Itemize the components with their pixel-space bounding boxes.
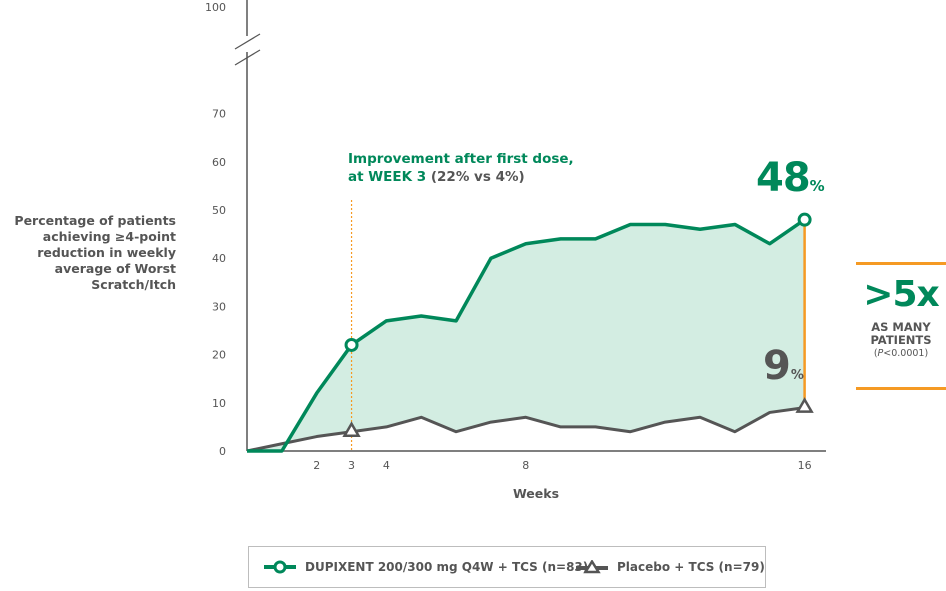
annotation-values: (22% vs 4%)	[430, 169, 525, 185]
axis-break-mark-1	[234, 33, 261, 50]
annotation-line2: at WEEK 3 (22% vs 4%)	[348, 168, 598, 186]
placebo-end-label: 9%	[763, 343, 804, 389]
annotation-week3: at WEEK 3	[348, 169, 427, 185]
placebo-triangle-marker	[342, 421, 361, 437]
y-tick-label: 10	[212, 397, 226, 410]
y-tick-label: 30	[212, 300, 226, 313]
dupixent-end-label: 48%	[756, 155, 825, 201]
dupixent-end-percent: %	[809, 177, 825, 195]
x-tick-label: 8	[522, 459, 529, 472]
placebo-triangle-marker	[795, 397, 814, 413]
dupixent-end-value: 48	[756, 155, 811, 201]
y-tick-label: 60	[212, 156, 226, 169]
y-axis-title: Percentage of patients achieving ≥4-poin…	[14, 213, 176, 292]
legend-item-placebo: Placebo + TCS (n=79)	[575, 547, 765, 587]
annotation-line1: Improvement after first dose,	[348, 151, 574, 167]
callout-patients: PATIENTS	[870, 333, 932, 347]
p-rest: <0.0001)	[883, 348, 929, 359]
x-tick-label: 4	[383, 459, 390, 472]
y-tick-label: 70	[212, 108, 226, 121]
callout-p-value: (P<0.0001)	[856, 348, 946, 359]
axis-break-mark-2	[234, 49, 261, 66]
x-tick-label: 2	[313, 459, 320, 472]
legend-circle-marker-icon	[264, 560, 296, 574]
y-tick-label: 0	[219, 445, 226, 458]
p-italic: P	[877, 348, 884, 359]
series-line-dupixent	[247, 218, 806, 453]
y-tick-label: 50	[212, 204, 226, 217]
y-tick-label: 20	[212, 349, 226, 362]
legend-triangle-marker-icon	[576, 560, 608, 574]
multiplier-callout: >5x AS MANY PATIENTS (P<0.0001)	[856, 262, 946, 390]
week3-annotation: Improvement after first dose, at WEEK 3 …	[348, 150, 598, 186]
legend: DUPIXENT 200/300 mg Q4W + TCS (n=83) Pla…	[248, 546, 766, 588]
p-open: (	[873, 348, 878, 359]
x-tick-label: 16	[798, 459, 812, 472]
legend-label-dupixent: DUPIXENT 200/300 mg Q4W + TCS (n=83)	[305, 560, 589, 574]
y-tick-label: 40	[212, 252, 226, 265]
series-line-placebo	[246, 406, 805, 453]
y-tick-label: 100	[205, 1, 226, 14]
placebo-end-value: 9	[763, 343, 791, 389]
legend-item-dupixent: DUPIXENT 200/300 mg Q4W + TCS (n=83)	[263, 547, 588, 587]
x-axis-title: Weeks	[512, 486, 560, 501]
callout-as-many: AS MANY	[871, 320, 931, 334]
multiplier-value: >5x	[863, 274, 939, 315]
dupixent-circle-marker	[797, 212, 812, 227]
x-tick-label: 3	[348, 459, 355, 472]
area-between-series	[247, 219, 805, 451]
placebo-end-percent: %	[790, 368, 804, 383]
dupixent-circle-marker	[344, 337, 359, 352]
legend-label-placebo: Placebo + TCS (n=79)	[617, 560, 765, 574]
